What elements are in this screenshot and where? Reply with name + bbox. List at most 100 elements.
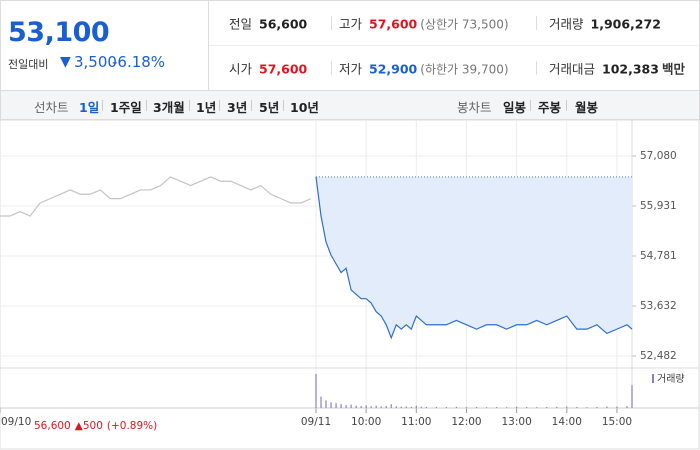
volume-bar — [330, 402, 332, 408]
legend-label: 거래량 — [657, 373, 685, 385]
quote-box: 53,100 전일대비 ▼ 3,500 -6.18% — [1, 1, 209, 90]
prev-change-rate: (+0.89%) — [107, 420, 157, 432]
tab-group-label: 선차트 — [34, 100, 69, 115]
tab[interactable]: 주봉 — [538, 100, 562, 115]
legend-swatch — [652, 374, 654, 383]
quote-header: 53,100 전일대비 ▼ 3,500 -6.18% 전일 56,600 고가 57,… — [0, 0, 700, 91]
down-arrow: ▼ — [60, 54, 71, 70]
volume-bar — [445, 407, 448, 408]
area — [316, 176, 632, 338]
volume-bar — [606, 406, 608, 408]
price: 53,100 — [8, 17, 110, 48]
volume-bar — [350, 404, 352, 408]
volume-bar — [485, 407, 488, 408]
stat-value: 52,900 — [369, 61, 418, 77]
tab[interactable]: 3개월 — [153, 100, 185, 115]
volume-bar — [315, 373, 317, 408]
volume-bar — [410, 406, 412, 408]
x-tick-label: 09/11 — [301, 416, 331, 428]
separator — [536, 16, 537, 30]
stat-label: 고가 — [339, 16, 363, 32]
price-line — [315, 176, 633, 340]
prev-close-value: 56,600 — [34, 420, 71, 432]
volume-bar — [626, 406, 628, 408]
stat: 거래대금 102,383 백만 — [549, 59, 685, 78]
y-tick-label: 55,931 — [640, 200, 677, 212]
x-tick-label: 15:00 — [602, 416, 632, 428]
x-tick-label: 11:00 — [401, 416, 431, 428]
volume-bar — [395, 406, 397, 408]
volume-bar — [546, 407, 548, 408]
volume-bar — [420, 406, 422, 408]
tab-separator — [530, 100, 531, 111]
volume-bar — [390, 404, 392, 408]
stat: 전일 56,600 — [229, 14, 307, 33]
stat-unit: 백만 — [661, 61, 685, 77]
x-tick-label: 09/10 — [1, 416, 31, 428]
volume-bar — [375, 405, 377, 408]
volume-bar — [566, 406, 568, 408]
volume-bar — [325, 400, 327, 408]
volume-bar — [340, 404, 342, 408]
x-tick-label: 13:00 — [502, 416, 532, 428]
x-tick-label: 12:00 — [451, 416, 481, 428]
prev-close-annotation: 56,600 ▲500 (+0.89%) — [34, 420, 157, 432]
stat-value: 57,600 — [259, 61, 308, 77]
tab[interactable]: 5년 — [259, 100, 280, 115]
change: 3,500 — [74, 53, 117, 71]
tab[interactable]: 1주일 — [110, 100, 142, 115]
x-tick-label: 10:00 — [351, 416, 381, 428]
stat: 저가 52,900 (하한가 39,700) — [339, 59, 509, 78]
volume-bar — [415, 405, 417, 408]
tab[interactable]: 1년 — [196, 100, 217, 115]
tab[interactable]: 일봉 — [503, 100, 527, 115]
y-tick-label: 54,781 — [640, 250, 677, 262]
change-rate: -6.18% — [112, 53, 166, 71]
tab[interactable]: 월봉 — [575, 100, 599, 115]
volume-bar — [425, 406, 427, 408]
y-tick-label: 52,482 — [640, 350, 677, 362]
y-tick-label: 53,632 — [640, 300, 677, 312]
volume-bar — [576, 407, 578, 408]
stat-value: 102,383 — [602, 61, 659, 77]
volume-bar — [320, 396, 322, 408]
volume-bar — [380, 406, 382, 408]
stat-label: 거래량 — [549, 16, 584, 32]
volume-bar — [405, 406, 407, 408]
volume-bar — [616, 406, 618, 408]
tab-separator — [189, 100, 190, 111]
stat-label: 거래대금 — [549, 61, 596, 77]
volume-bar — [536, 407, 538, 408]
tab-separator — [146, 100, 147, 111]
up-arrow: ▲ — [75, 420, 84, 432]
stat-note: (상한가 73,500) — [420, 17, 509, 32]
volume-bar — [345, 405, 347, 408]
chart-frame — [0, 120, 700, 450]
row-divider — [209, 45, 699, 46]
volume-bar — [586, 407, 588, 408]
tab[interactable]: 10년 — [290, 100, 319, 115]
separator — [331, 61, 332, 75]
stat-label: 전일 — [229, 16, 253, 32]
tab-separator — [251, 100, 252, 111]
x-tick-label: 14:00 — [552, 416, 582, 428]
tab-separator — [566, 100, 567, 111]
stat-label: 시가 — [229, 61, 253, 77]
tab-separator — [102, 100, 103, 111]
tab-separator — [283, 100, 284, 111]
tab[interactable]: 1일 — [79, 100, 100, 115]
volume-bar — [335, 403, 337, 408]
volume-bar — [465, 407, 468, 408]
y-tick-label: 57,080 — [640, 150, 677, 162]
tab-bar: 선차트 1일 1주일 3개월 1년 3년 5년 10년 봉차트 일봉 주봉 월봉 — [0, 90, 700, 120]
volume-bar — [455, 406, 458, 408]
tab-group-label: 봉차트 — [457, 100, 492, 115]
tab-separator — [219, 100, 220, 111]
stat: 고가 57,600 (상한가 73,500) — [339, 14, 509, 33]
chart: 56,600 ▲500 (+0.89%) 52,482 53,632 54,781 55,… — [0, 120, 700, 450]
tab[interactable]: 3년 — [227, 100, 248, 115]
volume-bar — [526, 407, 528, 408]
volume-bar — [516, 406, 518, 408]
volume-bar — [631, 385, 633, 408]
